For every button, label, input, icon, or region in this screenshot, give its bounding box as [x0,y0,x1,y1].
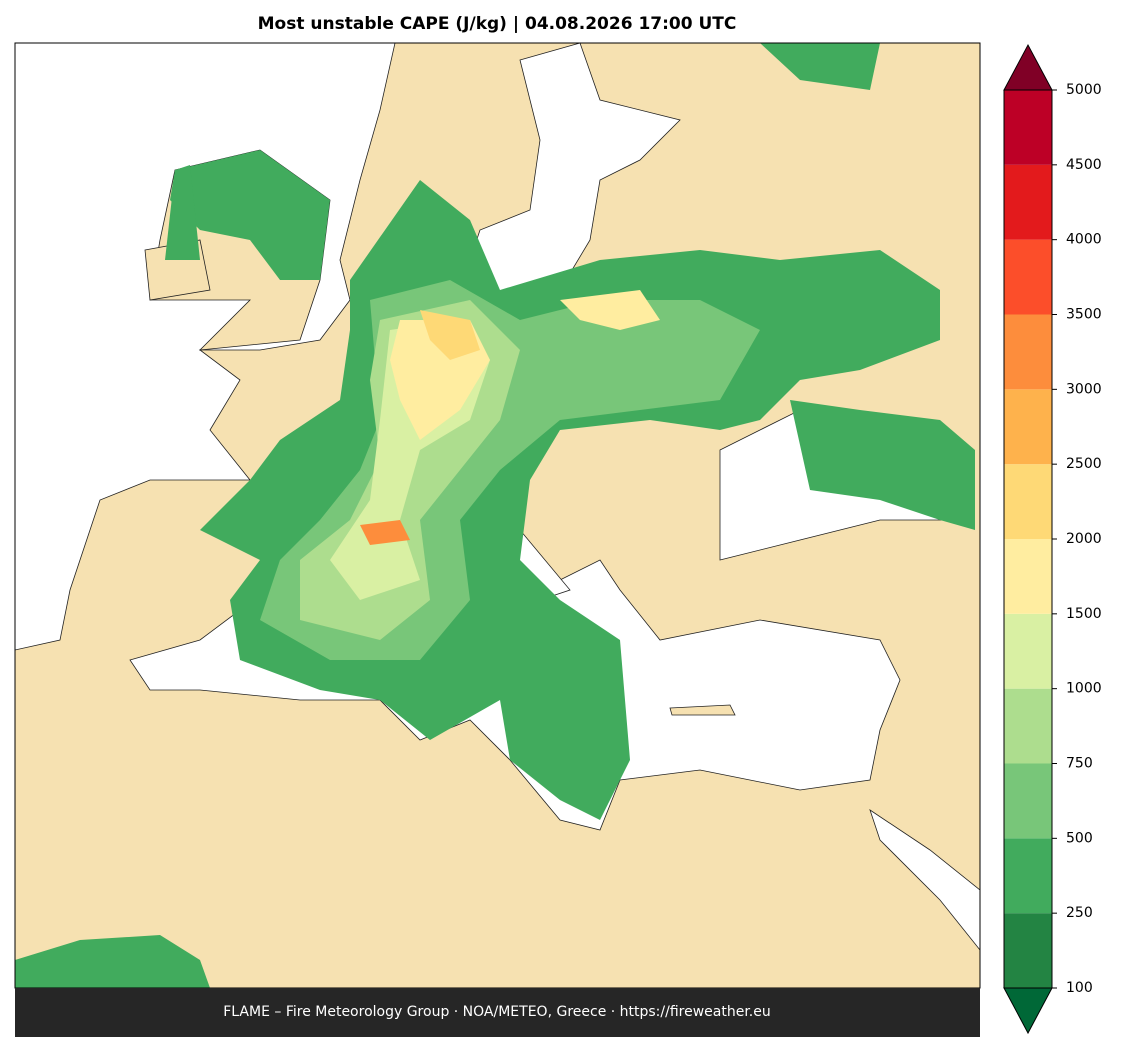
colorbar-band [1004,838,1052,914]
colorbar-band [1004,763,1052,839]
cape-field [15,43,975,988]
colorbar-band [1004,239,1052,315]
colorbar-band [1004,314,1052,390]
colorbar-tick-label: 500 [1066,830,1093,846]
colorbar-tick-label: 250 [1066,905,1093,921]
footer-bar [15,988,980,1037]
colorbar-tick-label: 1500 [1066,606,1102,622]
colorbar-tick-label: 3000 [1066,381,1102,397]
colorbar-band [1004,389,1052,465]
colorbar-band [1004,90,1052,165]
colorbar-tick-label: 4500 [1066,157,1102,173]
colorbar-tick-label: 5000 [1066,82,1102,98]
map-title: Most unstable CAPE (J/kg) | 04.08.2026 1… [258,14,737,34]
colorbar-tick-label: 4000 [1066,232,1102,248]
colorbar-band [1004,164,1052,240]
colorbar-tick-label: 3500 [1066,307,1102,323]
footer: FLAME – Fire Meteorology Group · NOA/MET… [223,1004,771,1020]
colorbar-band [1004,464,1052,539]
colorbar: 100 250 500 750 1000 1500 2000 2500 3000 3500 4000… [1003,43,1102,1035]
map [14,42,981,989]
colorbar-tick-label: 2000 [1066,531,1102,547]
colorbar-band [1004,688,1052,764]
colorbar-extend-below [1003,987,1053,1035]
colorbar-tick-label: 100 [1066,980,1093,996]
colorbar-tick-label: 750 [1066,756,1093,772]
colorbar-band [1004,539,1052,614]
colorbar-extend-above [1003,43,1053,91]
colorbar-tick-label: 2500 [1066,456,1102,472]
colorbar-band [1004,913,1052,988]
colorbar-band [1004,613,1052,689]
colorbar-tick-label: 1000 [1066,681,1102,697]
